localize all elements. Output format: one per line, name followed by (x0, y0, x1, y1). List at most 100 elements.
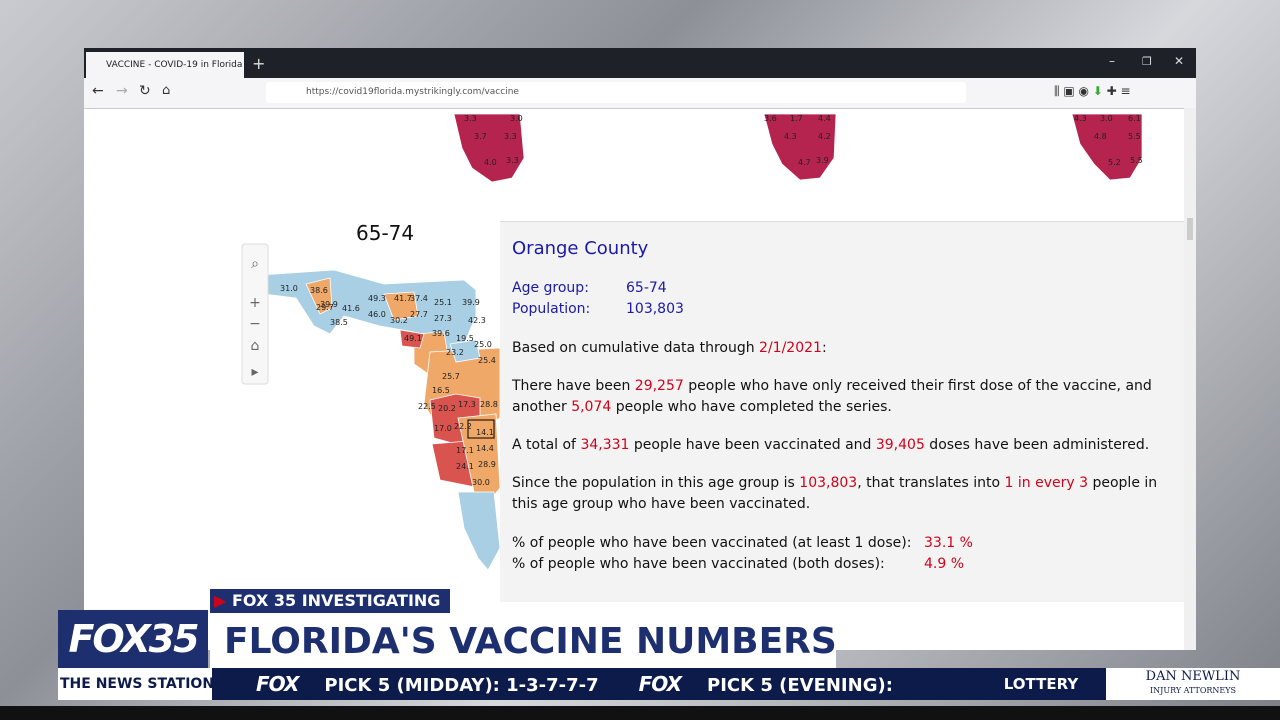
map-title: 65-74 (356, 221, 415, 245)
county-label: 17.0 (434, 424, 452, 433)
county-label: 17.1 (456, 446, 474, 455)
county-label: 23.2 (446, 348, 464, 357)
highlight: 34,331 (580, 437, 630, 453)
county-label: 37.4 (410, 294, 428, 303)
county-label: 39.6 (432, 329, 450, 338)
top-map-label: 3.7 (474, 132, 487, 141)
county-label: 14.1 (476, 428, 494, 437)
tooltip: Orange County Age group: 65-74 Populatio… (500, 221, 1184, 602)
top-map-label: 3.3 (506, 156, 519, 165)
highlight: 5,074 (571, 399, 612, 415)
tag-bar: ▶ FOX 35 INVESTIGATING (210, 589, 450, 613)
top-map-label: 4.7 (798, 158, 811, 167)
county-label: 29.7 (316, 303, 334, 312)
highlight: 2/1/2021 (759, 340, 822, 356)
county-label: 49.3 (368, 294, 386, 303)
forward[interactable]: → (116, 83, 128, 99)
minimize[interactable]: – (1109, 54, 1115, 68)
paragraphs: Based on cumulative data through 2/1/202… (512, 338, 1172, 532)
stats: % of people who have been vaccinated (at… (512, 533, 1172, 575)
top-map-label: 4.2 (818, 132, 831, 141)
sponsor-name: DAN NEWLIN (1145, 669, 1241, 684)
new-tab-button[interactable]: + (252, 54, 266, 73)
county-name: Orange County (512, 238, 649, 259)
county-label: 49.1 (404, 334, 422, 343)
address-bar[interactable]: https://covid19florida.mystrikingly.com/… (266, 82, 966, 103)
age-group-label: Age group: (512, 280, 589, 296)
logo: FOX35 (58, 610, 208, 668)
text: : (821, 340, 827, 356)
toolbar-icons[interactable]: ⫼ ▣ ◉ ⬇ ✚ ≡ (1054, 84, 1131, 98)
back[interactable]: ← (92, 83, 104, 99)
top-map-label: 4.0 (484, 158, 497, 167)
svg-text:−: − (249, 316, 261, 332)
scrollbar[interactable] (1184, 108, 1196, 650)
reload[interactable]: ↻ (139, 83, 151, 99)
text: doses have been administered. (924, 437, 1150, 453)
scroll-thumb[interactable] (1187, 218, 1193, 240)
top-map-label: 5.2 (1108, 158, 1121, 167)
county-label: 31.0 (280, 284, 298, 293)
stat-value: 4.9 % (924, 556, 965, 572)
paragraph: There have been 29,257 people who have o… (512, 376, 1172, 418)
population: 103,803 (626, 301, 684, 317)
age-group: 65-74 (626, 280, 667, 296)
county-label: 22.5 (418, 402, 436, 411)
ticker: FOX PICK 5 (MIDDAY): 1-3-7-7-7 FOX PICK 5 (… (216, 668, 968, 700)
top-map-label: 5.5 (1130, 156, 1143, 165)
highlight: 103,803 (799, 475, 858, 491)
top-map-label: 5.5 (1128, 132, 1141, 141)
home[interactable]: ⌂ (162, 83, 171, 98)
county-highlight (467, 419, 495, 439)
county-label: 20.2 (438, 404, 456, 413)
county-label: 27.7 (410, 310, 428, 319)
stat-row: % of people who have been vaccinated (bo… (512, 554, 1172, 575)
county-label: 17.3 (458, 400, 476, 409)
sponsor: DAN NEWLIN INJURY ATTORNEYS (1106, 668, 1280, 700)
url: https://covid19florida.mystrikingly.com/… (306, 87, 519, 97)
text: people have been vaccinated and (629, 437, 876, 453)
top-map-label: 3.0 (510, 114, 523, 123)
tab-bar: VACCINE - COVID-19 in Florida + – ❐ ✕ (84, 48, 1196, 78)
paragraph: A total of 34,331 people have been vacci… (512, 435, 1172, 456)
county-label: 39.9 (320, 300, 338, 309)
map-zoom-controls[interactable] (241, 243, 269, 385)
svg-text:+: + (249, 295, 261, 311)
text: people who have completed the series. (611, 399, 892, 415)
tab-title: VACCINE - COVID-19 in Florida (106, 60, 243, 70)
map-area: ⌕ + − ⌂ ▸ (241, 113, 1143, 571)
county-label: 28.8 (480, 400, 498, 409)
stat-value: 33.1 % (924, 535, 973, 551)
top-map-label: 4.4 (818, 114, 831, 123)
county-label: 30.0 (472, 478, 490, 487)
svg-text:⌂: ⌂ (251, 338, 260, 354)
top-map-label: 4.3 (1074, 114, 1087, 123)
county-label: 16.5 (432, 386, 450, 395)
county-label: 24.1 (456, 462, 474, 471)
top-map-label: 3.6 (764, 114, 777, 123)
top-map-label: 3.0 (1100, 114, 1113, 123)
station: THE NEWS STATION (58, 668, 212, 700)
county-label: 19.5 (456, 334, 474, 343)
map-control-icons[interactable]: ⌕ + − ⌂ ▸ (249, 256, 261, 380)
paragraph: Based on cumulative data through 2/1/202… (512, 338, 1172, 359)
top-map-label: 6.1 (1128, 114, 1141, 123)
county-label: 14.4 (476, 444, 494, 453)
tab[interactable]: VACCINE - COVID-19 in Florida (86, 52, 244, 78)
top-maps (453, 113, 1143, 183)
restore[interactable]: ❐ (1142, 55, 1152, 68)
county-label: 46.0 (368, 310, 386, 319)
county-label: 38.5 (330, 318, 348, 327)
close[interactable]: ✕ (1174, 54, 1185, 68)
florida-map (245, 269, 501, 571)
ticker-section: LOTTERY (1003, 675, 1079, 693)
top-map-label: 3.3 (464, 114, 477, 123)
county-label: 30.2 (390, 316, 408, 325)
text: A total of (512, 437, 581, 453)
county-label: 25.4 (478, 356, 496, 365)
county-label: 41.7 (394, 294, 412, 303)
top-map-label: 4.3 (784, 132, 797, 141)
tag: FOX 35 INVESTIGATING (232, 591, 441, 610)
ticker-brand: FOX (638, 672, 682, 696)
